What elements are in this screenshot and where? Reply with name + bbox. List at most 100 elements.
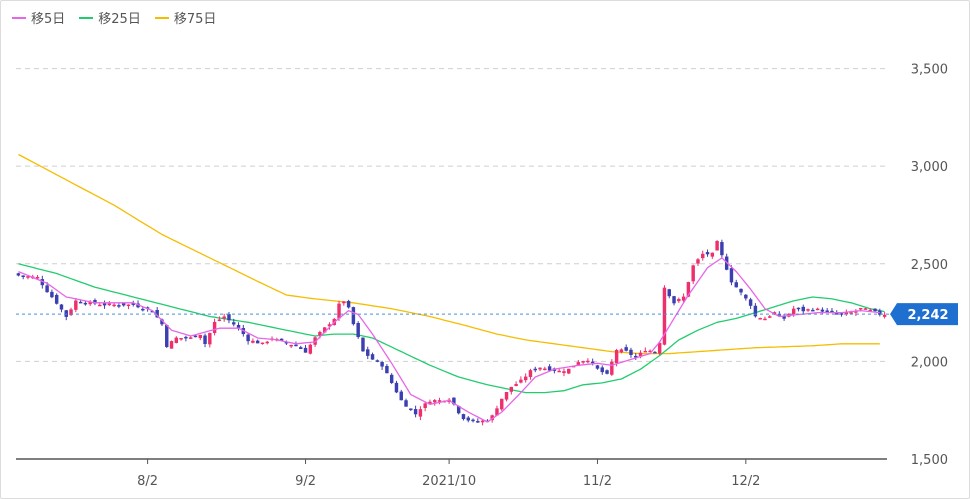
candle-down xyxy=(83,302,88,305)
candle-down xyxy=(45,285,49,293)
legend-label-ma75: 移75日 xyxy=(173,12,217,27)
candle-down xyxy=(227,314,231,321)
candle-up xyxy=(868,309,872,312)
candle-up xyxy=(519,379,523,383)
candle-up xyxy=(662,287,667,345)
candle-down xyxy=(825,310,829,313)
candle-down xyxy=(40,279,45,286)
ma75-line xyxy=(18,153,880,355)
candle-down xyxy=(471,419,475,422)
candle-down xyxy=(155,309,159,318)
candle-down xyxy=(409,408,413,411)
candle-down xyxy=(255,340,260,344)
x-tick-label: 8/2 xyxy=(137,474,158,489)
candle-down xyxy=(753,305,758,317)
candle-up xyxy=(858,308,863,310)
candle-up xyxy=(308,344,313,354)
y-tick-label: 1,500 xyxy=(911,453,948,468)
candle-down xyxy=(78,301,83,304)
candle-up xyxy=(509,386,514,392)
legend-label-ma5: 移5日 xyxy=(31,12,66,27)
legend-swatch-ma25 xyxy=(79,16,94,19)
candle-down xyxy=(634,355,638,358)
candle-down xyxy=(389,374,394,383)
candle-down xyxy=(873,308,877,312)
candle-up xyxy=(265,341,269,344)
x-tick-label: 12/2 xyxy=(731,474,760,489)
candle-down xyxy=(16,273,21,276)
candle-up xyxy=(88,301,92,305)
candle-up xyxy=(423,403,427,408)
candle-down xyxy=(351,307,356,325)
candle-down xyxy=(466,417,470,421)
candle-up xyxy=(418,409,423,417)
candle-up xyxy=(844,312,849,315)
y-tick-label: 3,000 xyxy=(911,160,948,175)
candle-up xyxy=(480,420,485,423)
candle-down xyxy=(102,303,107,306)
candle-down xyxy=(595,365,600,369)
grid-lines xyxy=(16,68,887,460)
candle-down xyxy=(299,347,303,349)
candle-up xyxy=(538,367,542,370)
candle-up xyxy=(586,360,590,363)
legend: 移5日 移25日 移75日 xyxy=(12,8,216,27)
legend-item-ma5[interactable]: 移5日 xyxy=(12,8,65,27)
candle-down xyxy=(456,405,461,414)
candle-up xyxy=(74,300,78,310)
candle-down xyxy=(811,309,815,312)
legend-item-ma25[interactable]: 移25日 xyxy=(79,8,141,27)
candle-up xyxy=(179,338,183,340)
candle-up xyxy=(648,350,652,353)
candle-down xyxy=(93,299,97,304)
current-price-layer: 2,242 xyxy=(16,303,958,326)
candles-layer xyxy=(16,239,887,426)
y-axis: 1,500 2,000 2,500 3,000 3,500 xyxy=(911,63,948,468)
y-tick-label: 2,000 xyxy=(911,355,948,370)
candle-up xyxy=(188,337,193,339)
candle-down xyxy=(361,337,365,352)
candle-up xyxy=(619,349,624,353)
legend-swatch-ma5 xyxy=(12,16,26,19)
candle-up xyxy=(112,304,116,307)
candle-up xyxy=(98,304,102,307)
candle-down xyxy=(284,341,289,344)
candle-up xyxy=(686,282,691,297)
candle-up xyxy=(500,398,504,410)
legend-item-ma75[interactable]: 移75日 xyxy=(154,8,217,27)
candle-up xyxy=(815,308,820,311)
candle-down xyxy=(246,334,250,342)
x-tick-label: 11/2 xyxy=(583,474,612,489)
candle-down xyxy=(236,324,241,328)
candle-down xyxy=(64,310,68,317)
candle-down xyxy=(878,310,882,315)
candle-down xyxy=(667,289,671,297)
candle-down xyxy=(394,382,399,393)
candle-up xyxy=(806,309,810,311)
x-tick-label: 9/2 xyxy=(295,474,316,489)
candle-up xyxy=(791,308,796,315)
candle-up xyxy=(198,334,202,339)
candle-down xyxy=(476,421,480,423)
candle-down xyxy=(150,310,155,313)
candle-up xyxy=(696,259,700,264)
candle-up xyxy=(26,276,30,278)
candle-up xyxy=(543,368,547,371)
candle-down xyxy=(830,310,834,313)
candle-up xyxy=(495,408,499,416)
candle-down xyxy=(744,294,748,299)
candle-down xyxy=(366,349,370,356)
candle-up xyxy=(562,371,566,374)
candle-up xyxy=(710,252,715,257)
candle-up xyxy=(528,370,533,377)
candle-up xyxy=(35,276,40,279)
candle-down xyxy=(624,347,628,351)
candle-down xyxy=(629,349,633,355)
candle-down xyxy=(165,324,169,347)
candle-up xyxy=(289,344,293,347)
candle-down xyxy=(399,391,403,401)
candle-down xyxy=(21,275,25,277)
candle-up xyxy=(433,400,437,403)
candle-up xyxy=(643,350,648,353)
